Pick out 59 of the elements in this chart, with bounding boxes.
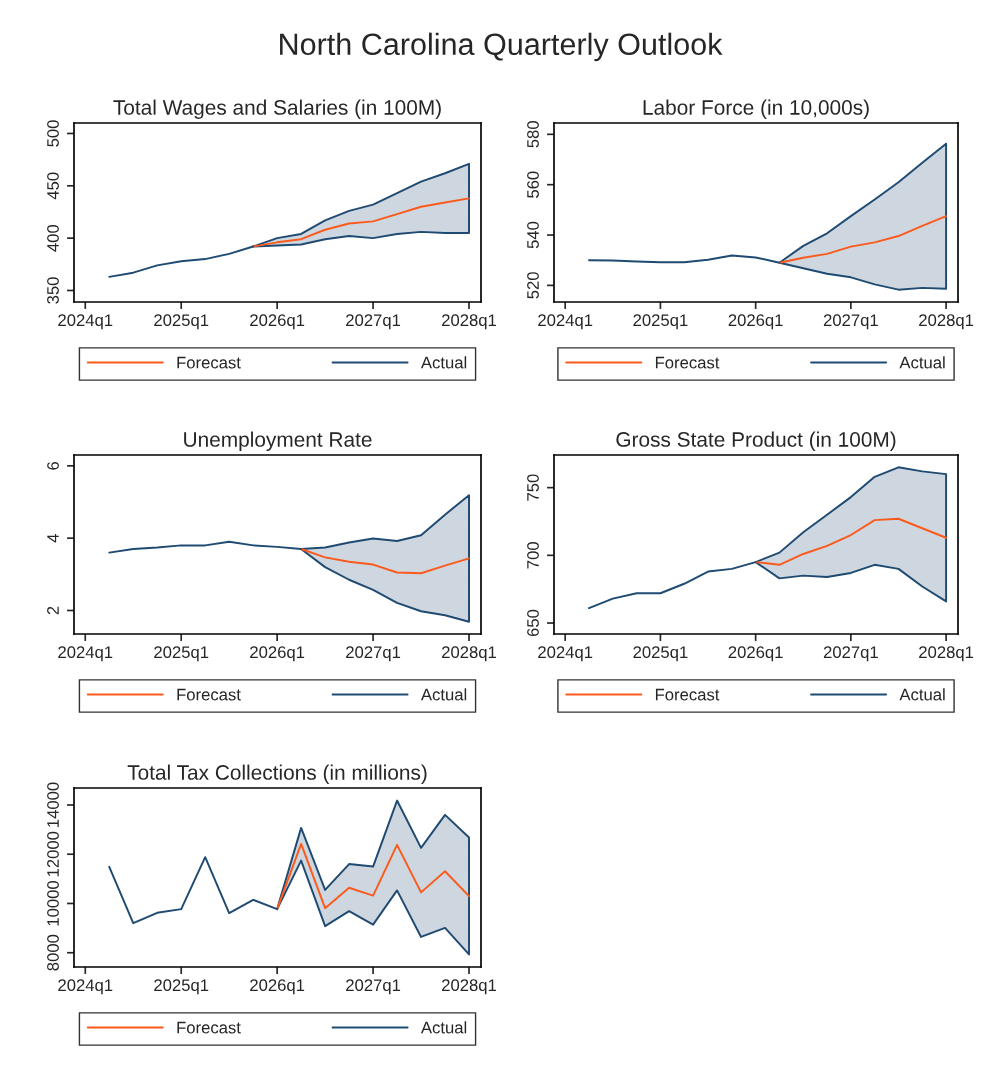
x-tick-label: 2027q1 [346, 314, 401, 330]
y-tick-label: 400 [47, 224, 59, 252]
chart-title: Gross State Product (in 100M) [616, 431, 896, 451]
x-tick-label: 2028q1 [919, 646, 974, 662]
x-tick-label: 2024q1 [58, 979, 113, 995]
y-tick-label: 520 [527, 272, 539, 299]
y-tick-label: 10000 [47, 880, 59, 926]
y-tick-label: 12000 [47, 831, 59, 877]
x-tick-label: 2026q1 [250, 646, 305, 662]
chart-title: Total Wages and Salaries (in 100M) [113, 99, 441, 119]
legend-label: Actual [420, 688, 467, 701]
y-tick-label: 580 [527, 121, 539, 148]
x-tick-label: 2026q1 [728, 314, 783, 330]
x-tick-label: 2027q1 [346, 979, 401, 995]
x-tick-label: 2025q1 [154, 979, 209, 995]
y-tick-label: 350 [47, 277, 59, 304]
legend-label: Actual [899, 688, 945, 701]
x-tick-label: 2025q1 [154, 314, 209, 330]
x-tick-label: 2027q1 [346, 646, 401, 662]
x-tick-label: 2028q1 [442, 646, 497, 662]
chart-title: Labor Force (in 10,000s) [643, 99, 869, 119]
x-tick-label: 2026q1 [250, 314, 305, 330]
x-tick-label: 2024q1 [538, 646, 593, 662]
y-tick-label: 540 [527, 221, 539, 249]
legend-label: Forecast [177, 356, 241, 369]
x-tick-label: 2027q1 [823, 314, 878, 330]
x-tick-label: 2028q1 [442, 979, 497, 995]
x-tick-label: 2026q1 [728, 646, 783, 662]
chart-title: Total Tax Collections (in millions) [127, 764, 427, 784]
legend-label: Actual [420, 356, 467, 369]
y-tick-label: 500 [47, 120, 59, 147]
y-tick-label: 14000 [47, 782, 59, 827]
x-tick-label: 2024q1 [538, 314, 593, 330]
x-tick-label: 2025q1 [154, 646, 209, 662]
y-tick-label: 700 [527, 542, 539, 569]
x-tick-label: 2025q1 [633, 314, 688, 330]
y-tick-label: 560 [527, 171, 539, 198]
y-tick-label: 6 [47, 461, 59, 470]
legend-label: Forecast [177, 688, 241, 701]
legend-label: Forecast [177, 1021, 241, 1034]
y-tick-label: 450 [47, 172, 59, 200]
x-tick-label: 2028q1 [442, 314, 497, 330]
text: North Carolina Quarterly Outlook [280, 32, 723, 62]
legend-label: Forecast [655, 356, 720, 369]
x-tick-label: 2024q1 [58, 314, 113, 330]
x-tick-label: 2026q1 [250, 979, 305, 995]
y-tick-label: 8000 [47, 934, 59, 971]
legend-label: Actual [420, 1021, 467, 1034]
y-tick-label: 2 [47, 606, 59, 615]
y-tick-label: 4 [47, 534, 59, 543]
x-tick-label: 2024q1 [58, 646, 113, 662]
legend-label: Forecast [655, 688, 720, 701]
y-tick-label: 650 [527, 609, 539, 637]
x-tick-label: 2028q1 [919, 314, 974, 330]
x-tick-label: 2025q1 [633, 646, 688, 662]
legend-label: Actual [899, 356, 945, 369]
x-tick-label: 2027q1 [823, 646, 878, 662]
chart-title: Unemployment Rate [184, 431, 372, 451]
y-tick-label: 750 [527, 474, 539, 501]
